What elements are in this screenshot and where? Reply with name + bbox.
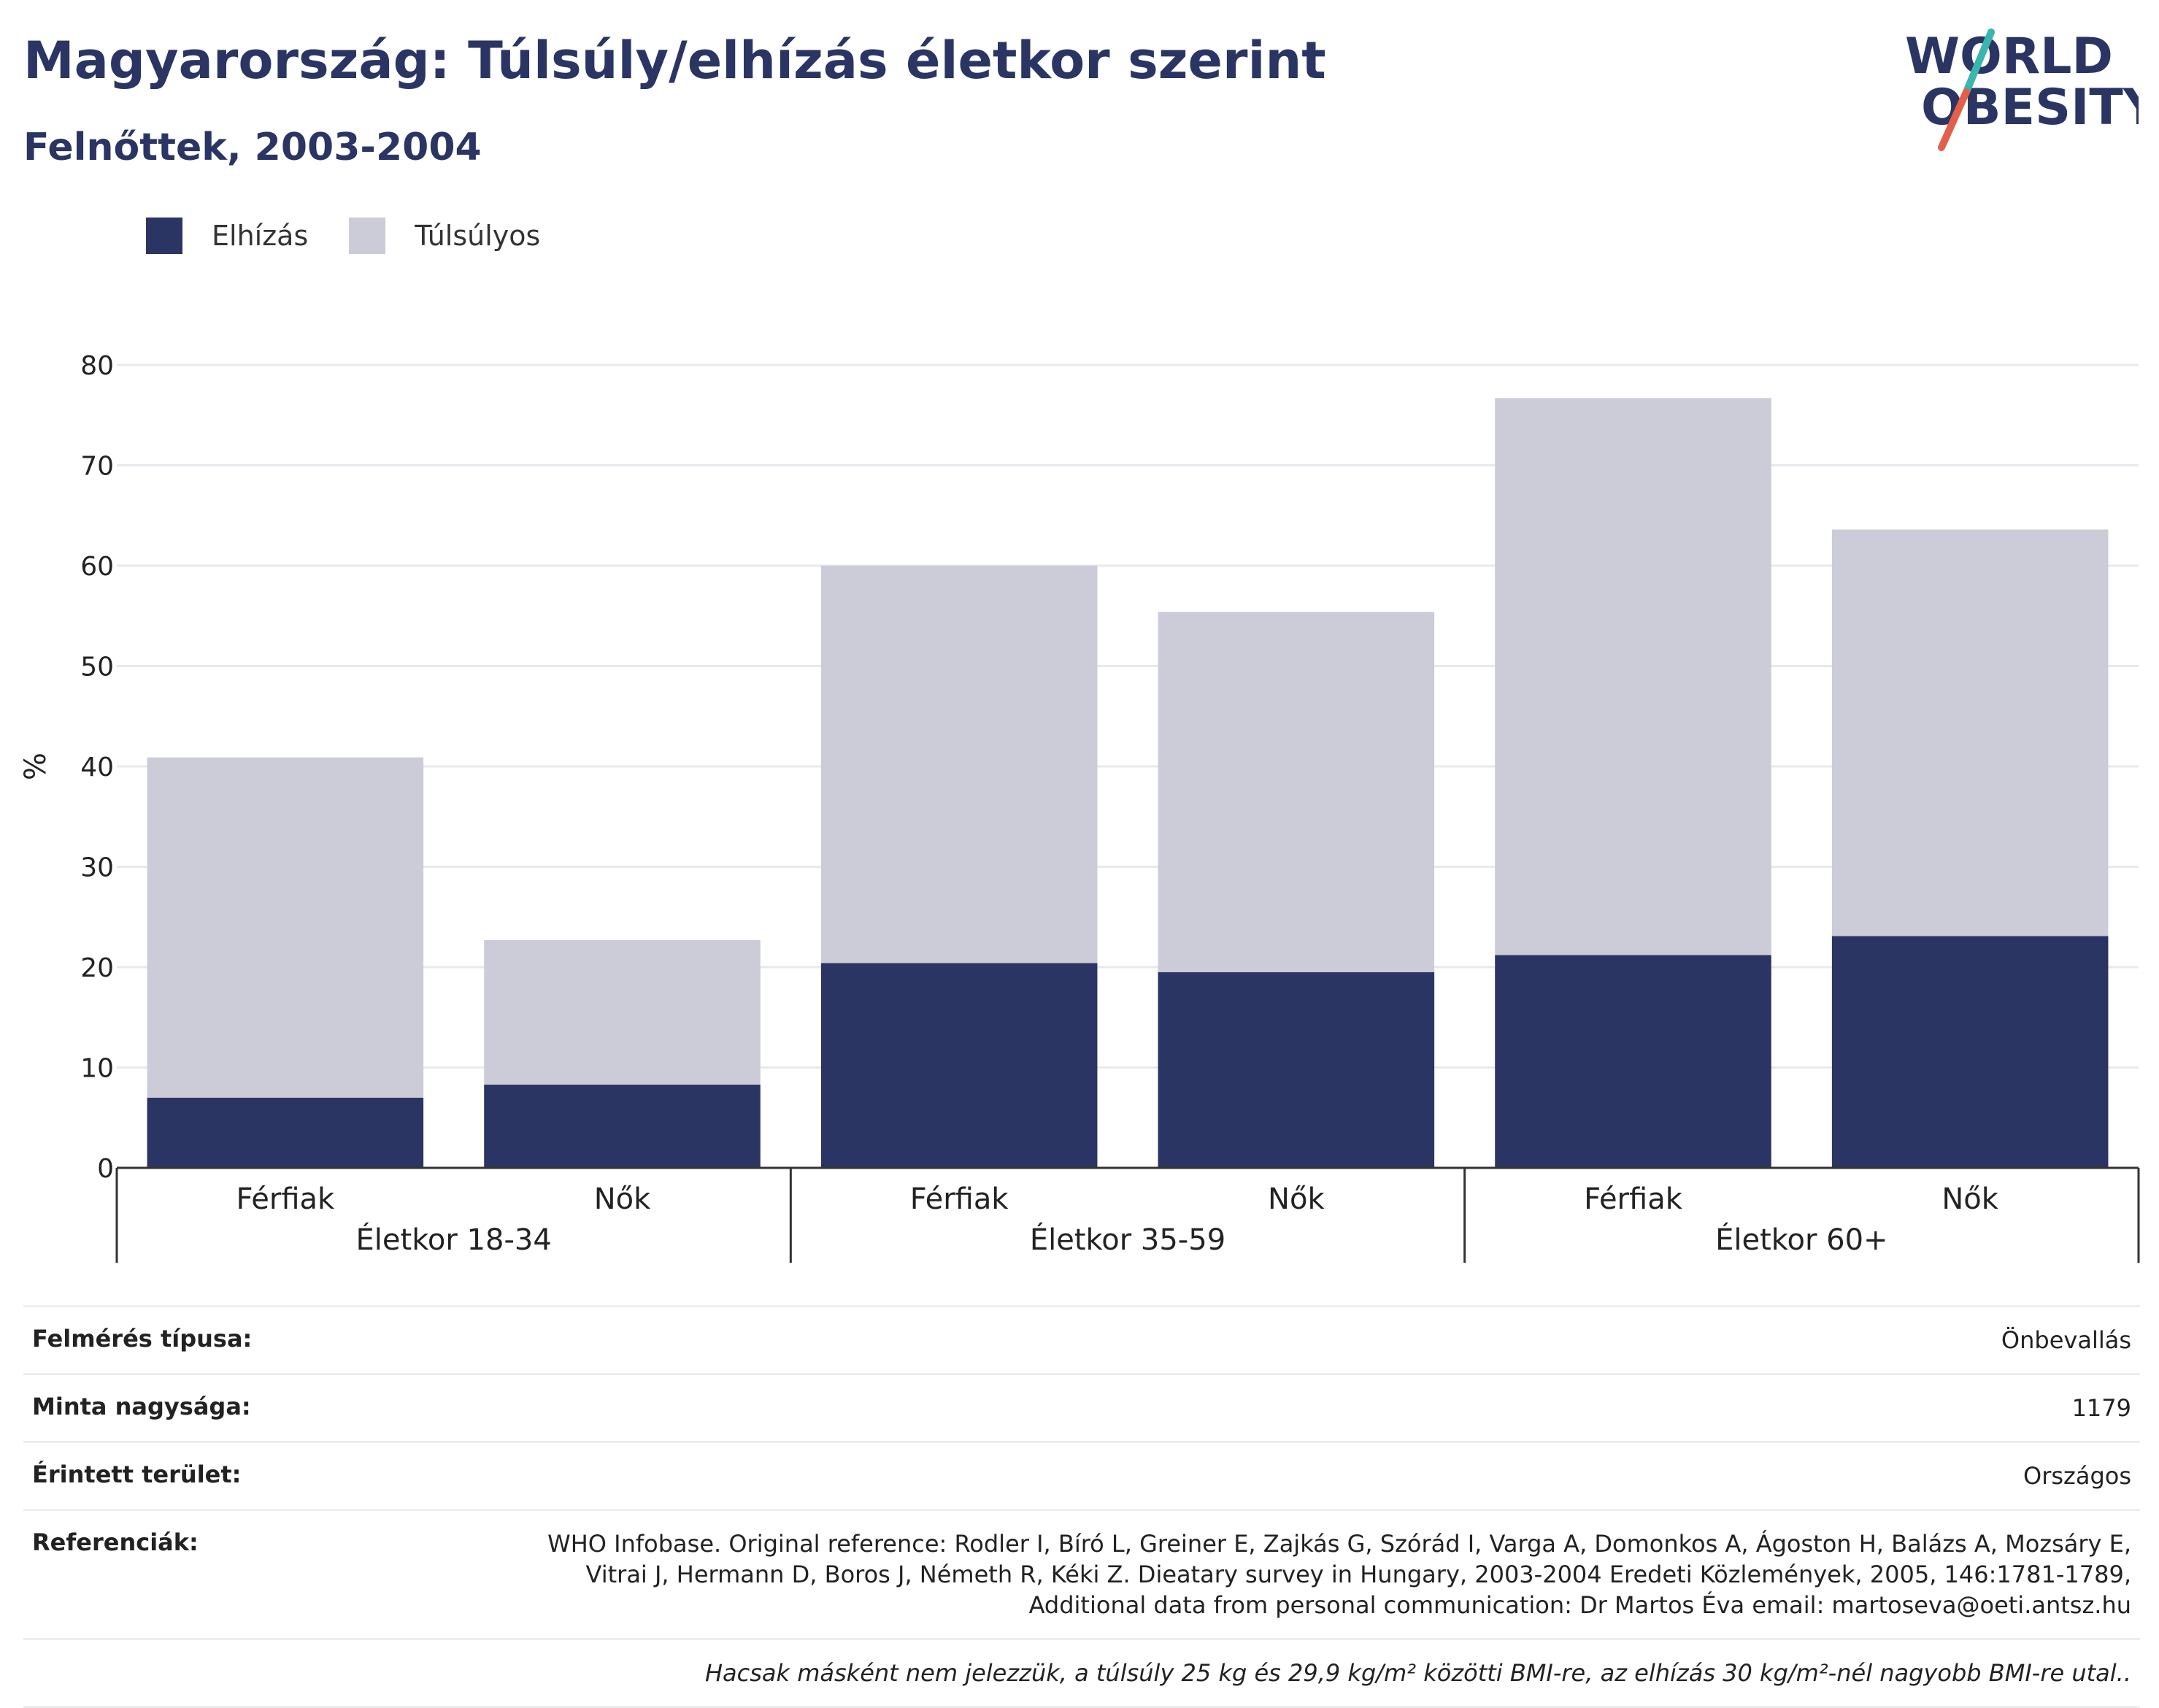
x-category-label: Férfiak bbox=[236, 1182, 335, 1216]
reference-line: WHO Infobase. Original reference: Rodler… bbox=[547, 1530, 2131, 1558]
info-label: Referenciák: bbox=[32, 1528, 199, 1556]
info-row-survey-type: Felmérés típusa: Önbevallás bbox=[23, 1305, 2140, 1373]
legend-item-overweight[interactable]: Túlsúlyos bbox=[349, 218, 540, 254]
x-group-label: Életkor 18-34 bbox=[356, 1222, 552, 1257]
bar-obesity bbox=[147, 1097, 424, 1168]
info-row-note: Hacsak másként nem jelezzük, a túlsúly 2… bbox=[23, 1638, 2140, 1708]
page-subtitle: Felnőttek, 2003-2004 bbox=[23, 126, 482, 169]
bar-overweight bbox=[1495, 398, 1771, 955]
logo-line-1: WORLD bbox=[1905, 28, 2113, 85]
logo-slash-top bbox=[1963, 28, 1995, 96]
stacked-bar-chart: 0 10 20 30 40 50 60 70 80% Férfiak Nők Férfiak Nők Fé… bbox=[19, 351, 2140, 1263]
info-row-area: Érintett terület: Országos bbox=[23, 1441, 2140, 1509]
x-category-label: Férfiak bbox=[910, 1182, 1009, 1216]
info-value-references: WHO Infobase. Original reference: Rodler… bbox=[547, 1528, 2131, 1620]
bar-obesity bbox=[1831, 936, 2109, 1168]
info-value: Önbevallás bbox=[2001, 1326, 2131, 1354]
info-label: Minta nagysága: bbox=[32, 1393, 251, 1420]
bar-obesity bbox=[484, 1084, 761, 1168]
bar-obesity bbox=[1158, 972, 1435, 1168]
legend-item-obesity[interactable]: Elhízás bbox=[146, 218, 308, 254]
bar-overweight bbox=[147, 757, 424, 1098]
world-obesity-logo: WORLD OBESITY bbox=[1905, 28, 2139, 151]
info-value: 1179 bbox=[2071, 1394, 2131, 1422]
y-tick-label: 20 bbox=[80, 953, 114, 983]
y-tick-label: 40 bbox=[80, 753, 114, 782]
info-row-sample-size: Minta nagysága: 1179 bbox=[23, 1373, 2140, 1441]
info-value: Országos bbox=[2023, 1462, 2131, 1490]
chart-legend: Elhízás Túlsúlyos bbox=[146, 218, 581, 254]
y-axis-title: % bbox=[19, 753, 53, 780]
y-tick-label: 60 bbox=[80, 552, 114, 582]
legend-swatch-obesity bbox=[146, 218, 182, 254]
bar-overweight bbox=[484, 939, 761, 1085]
x-category-label: Nők bbox=[1941, 1182, 1998, 1216]
y-tick-label: 30 bbox=[80, 853, 114, 883]
bar-obesity bbox=[1495, 955, 1771, 1168]
x-group-label: Életkor 35-59 bbox=[1030, 1222, 1225, 1257]
bar-obesity bbox=[820, 963, 1098, 1168]
x-category-label: Nők bbox=[594, 1182, 651, 1216]
bar-overweight bbox=[820, 566, 1098, 963]
y-tick-label: 50 bbox=[80, 653, 114, 682]
y-tick-label: 80 bbox=[80, 351, 114, 381]
reference-line: Additional data from personal communicat… bbox=[1028, 1591, 2131, 1619]
legend-label-obesity: Elhízás bbox=[212, 220, 309, 252]
logo-slash-bottom bbox=[1938, 88, 1970, 151]
y-tick-label: 70 bbox=[80, 452, 114, 482]
survey-info-table: Felmérés típusa: Önbevallás Minta nagysá… bbox=[23, 1305, 2140, 1708]
info-label: Felmérés típusa: bbox=[32, 1325, 253, 1353]
reference-line: Vitrai J, Hermann D, Boros J, Németh R, … bbox=[585, 1561, 2131, 1588]
bar-overweight bbox=[1831, 529, 2109, 936]
info-label: Érintett terület: bbox=[32, 1461, 242, 1488]
legend-swatch-overweight bbox=[349, 218, 386, 254]
definition-note: Hacsak másként nem jelezzük, a túlsúly 2… bbox=[704, 1659, 2131, 1687]
y-tick-label: 0 bbox=[97, 1154, 114, 1184]
legend-label-overweight: Túlsúlyos bbox=[415, 220, 541, 252]
x-category-label: Férfiak bbox=[1584, 1182, 1683, 1216]
page-title: Magyarország: Túlsúly/elhízás életkor sz… bbox=[23, 31, 1326, 91]
x-group-label: Életkor 60+ bbox=[1715, 1222, 1887, 1257]
info-row-references: Referenciák: WHO Infobase. Original refe… bbox=[23, 1509, 2140, 1638]
x-category-label: Nők bbox=[1268, 1182, 1325, 1216]
bar-overweight bbox=[1158, 612, 1435, 972]
y-tick-label: 10 bbox=[80, 1054, 114, 1084]
